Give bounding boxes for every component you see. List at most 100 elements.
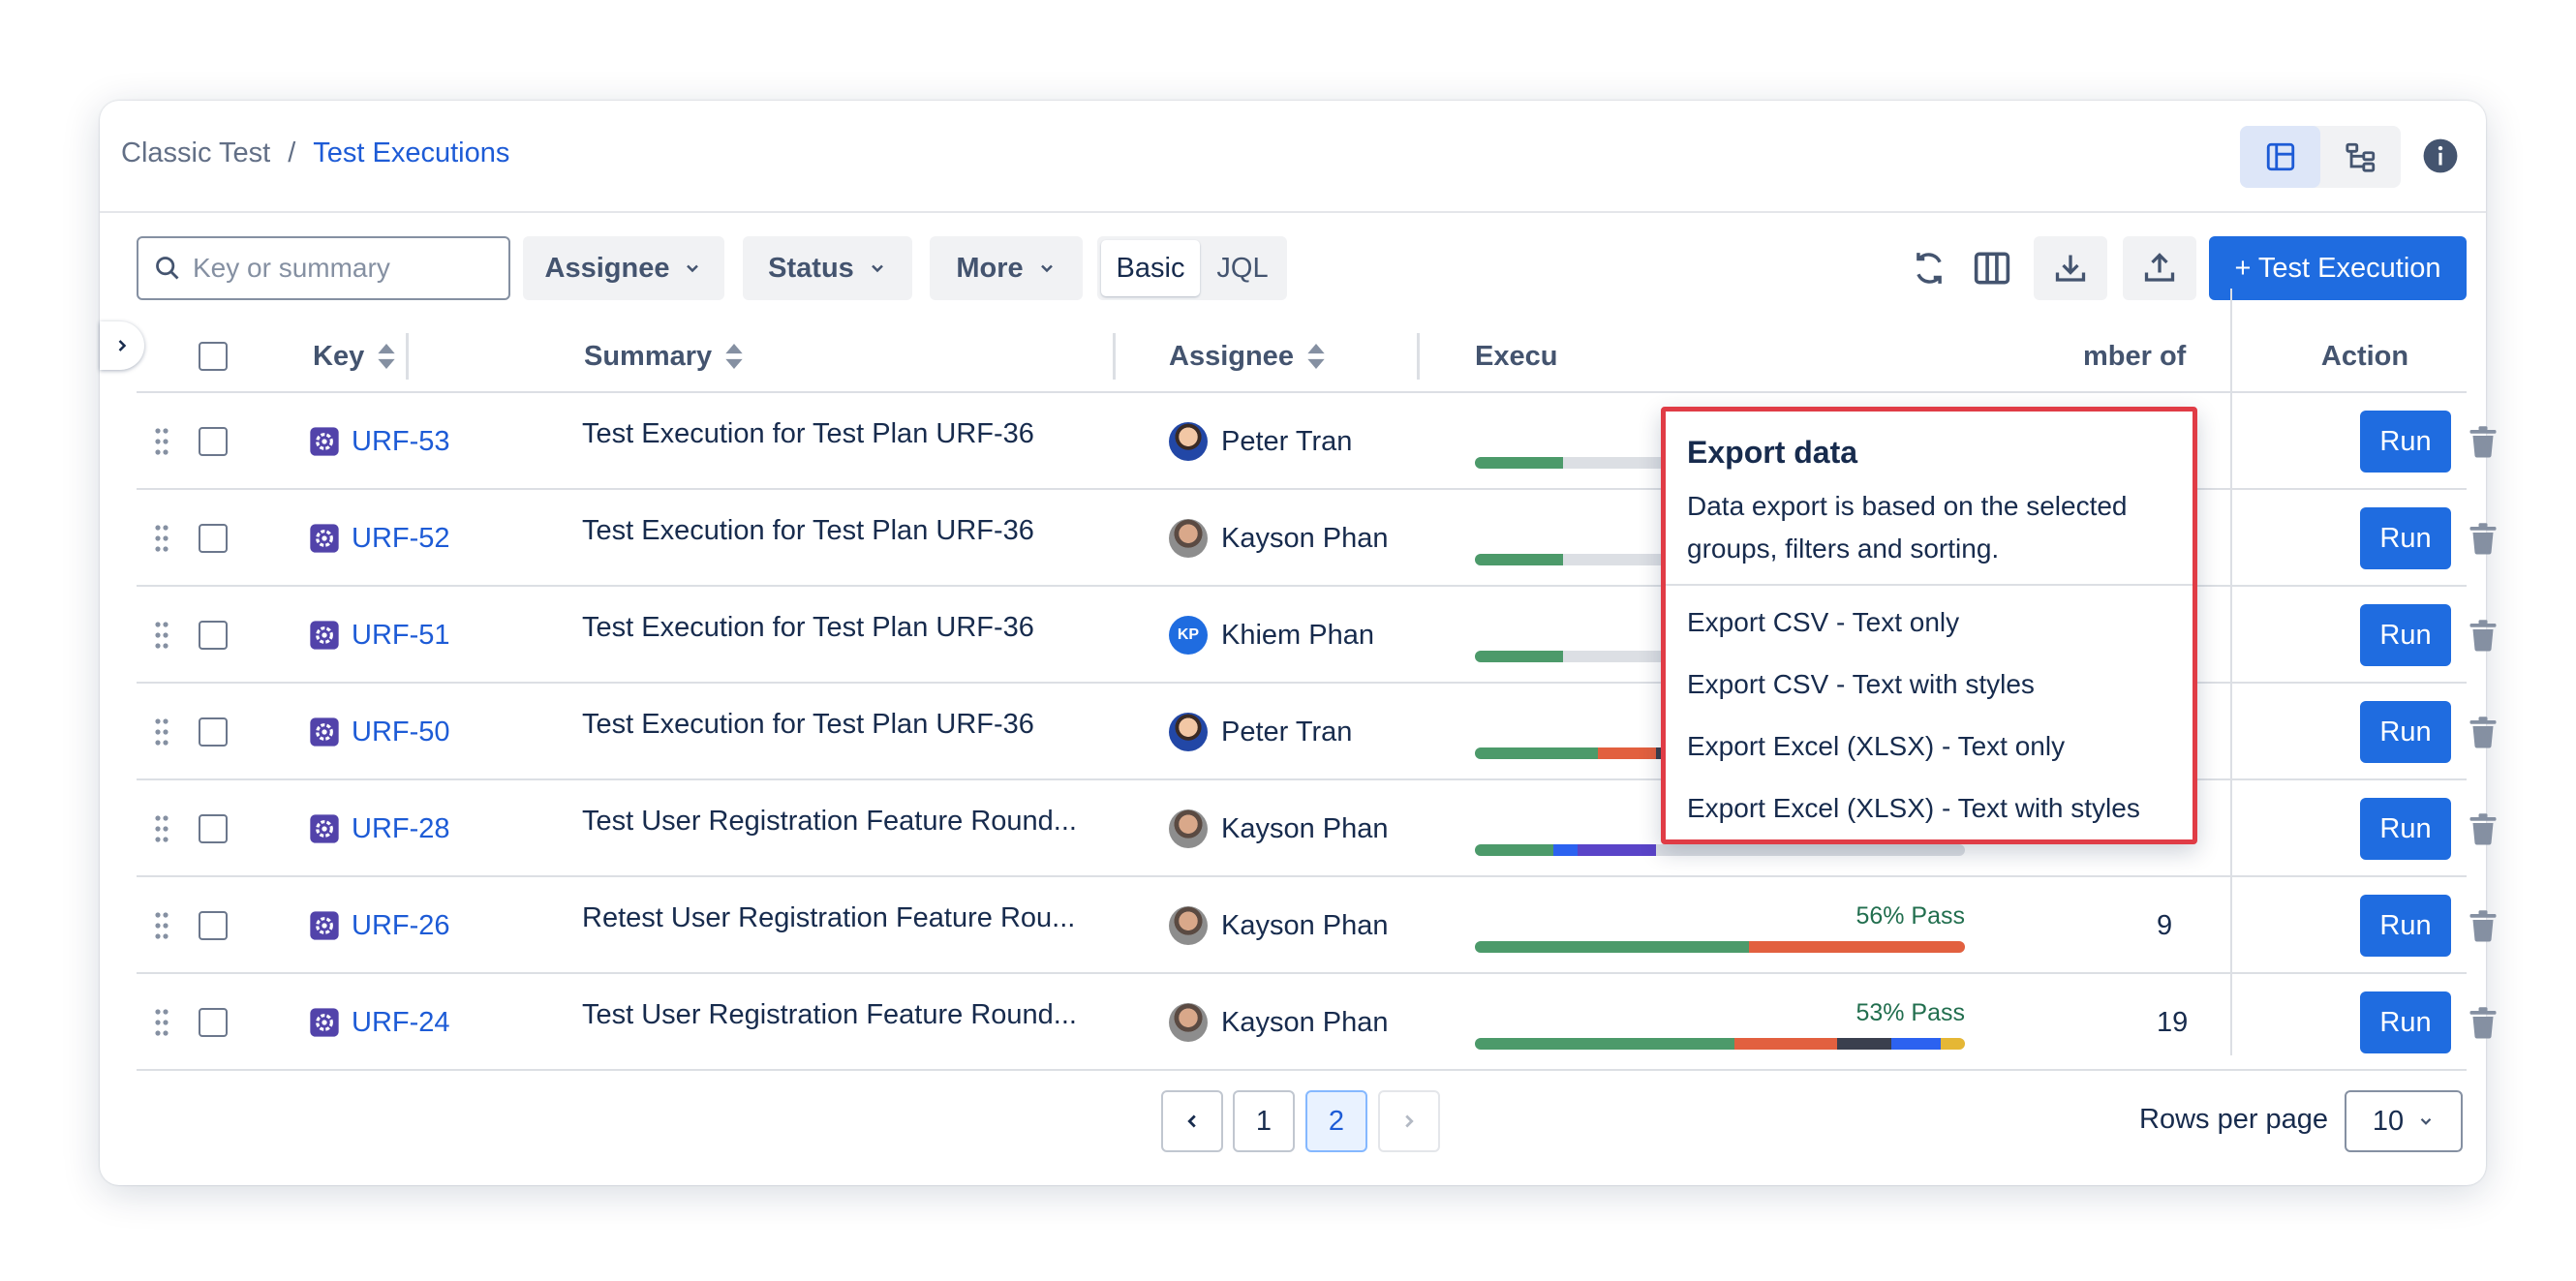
export-csv-text-with-styles[interactable]: Export CSV - Text with styles xyxy=(1687,669,2035,699)
progress-bar xyxy=(1475,941,1965,953)
row-checkbox[interactable] xyxy=(199,524,228,553)
run-button[interactable]: Run xyxy=(2360,411,2451,473)
summary-text[interactable]: Test User Registration Feature Round... xyxy=(582,805,1077,837)
issue-key-link[interactable]: URF-52 xyxy=(309,490,450,587)
drag-handle[interactable] xyxy=(154,684,169,780)
breadcrumb-current[interactable]: Test Executions xyxy=(313,137,510,168)
rows-per-page-select[interactable]: 10 xyxy=(2345,1090,2463,1152)
refresh-button[interactable] xyxy=(1905,236,1953,300)
progress-segment xyxy=(1749,941,1965,953)
export-xlsx-text-only[interactable]: Export Excel (XLSX) - Text only xyxy=(1687,731,2066,761)
assignee-column-header[interactable]: Assignee xyxy=(1169,320,1325,393)
drag-handle-icon xyxy=(155,622,169,649)
table-row[interactable]: URF-28 Test User Registration Feature Rou… xyxy=(137,780,2497,877)
info-icon[interactable] xyxy=(2422,137,2459,174)
table-row[interactable]: URF-52 Test Execution for Test Plan URF-3… xyxy=(137,490,2497,587)
avatar xyxy=(1169,1003,1208,1042)
table-row[interactable]: URF-26 Retest User Registration Feature R… xyxy=(137,877,2497,974)
row-checkbox[interactable] xyxy=(199,427,228,456)
create-test-execution-button[interactable]: + Test Execution xyxy=(2209,236,2467,300)
search-input[interactable] xyxy=(193,253,483,284)
row-checkbox[interactable] xyxy=(199,1008,228,1037)
column-divider[interactable] xyxy=(1113,333,1116,380)
column-divider[interactable] xyxy=(406,333,409,380)
export-xlsx-text-with-styles[interactable]: Export Excel (XLSX) - Text with styles xyxy=(1687,793,2140,823)
basic-mode-button[interactable]: Basic xyxy=(1101,240,1200,296)
summary-column-header[interactable]: Summary xyxy=(584,320,743,393)
summary-text[interactable]: Test Execution for Test Plan URF-36 xyxy=(582,417,1034,449)
trash-icon xyxy=(2469,426,2497,458)
run-button[interactable]: Run xyxy=(2360,604,2451,666)
delete-button[interactable] xyxy=(2469,684,2498,780)
delete-button[interactable] xyxy=(2469,974,2498,1071)
panel-layout-icon xyxy=(2266,142,2294,171)
previous-page-button[interactable] xyxy=(1161,1090,1223,1152)
run-button[interactable]: Run xyxy=(2360,701,2451,763)
number-cell: 19 xyxy=(2157,1006,2189,1038)
execution-column-header[interactable]: Execu xyxy=(1475,320,1557,393)
drag-handle-icon xyxy=(155,912,169,939)
summary-text[interactable]: Test User Registration Feature Round... xyxy=(582,998,1077,1030)
summary-text[interactable]: Test Execution for Test Plan URF-36 xyxy=(582,708,1034,740)
number-cell: 9 xyxy=(2157,909,2173,941)
breadcrumb-root[interactable]: Classic Test xyxy=(121,137,271,168)
run-button[interactable]: Run xyxy=(2360,991,2451,1053)
export-button[interactable] xyxy=(2034,236,2107,300)
summary-text[interactable]: Retest User Registration Feature Rou... xyxy=(582,901,1076,933)
import-button[interactable] xyxy=(2123,236,2196,300)
export-csv-text-only[interactable]: Export CSV - Text only xyxy=(1687,607,1960,637)
summary-text[interactable]: Test Execution for Test Plan URF-36 xyxy=(582,611,1034,643)
issue-key-link[interactable]: URF-53 xyxy=(309,393,450,490)
row-checkbox[interactable] xyxy=(199,814,228,843)
issue-key-link[interactable]: URF-50 xyxy=(309,684,450,780)
jql-mode-button[interactable]: JQL xyxy=(1216,252,1269,284)
panel-view-button[interactable] xyxy=(2240,126,2320,188)
issue-key-link[interactable]: URF-51 xyxy=(309,587,450,684)
page-1-button[interactable]: 1 xyxy=(1233,1090,1295,1152)
run-button[interactable]: Run xyxy=(2360,507,2451,569)
tree-view-button[interactable] xyxy=(2320,126,2401,188)
key-column-header[interactable]: Key xyxy=(313,320,395,393)
summary-text[interactable]: Test Execution for Test Plan URF-36 xyxy=(582,514,1034,546)
delete-button[interactable] xyxy=(2469,780,2498,877)
delete-button[interactable] xyxy=(2469,587,2498,684)
run-button[interactable]: Run xyxy=(2360,895,2451,957)
drag-handle[interactable] xyxy=(154,393,169,490)
issue-key-link[interactable]: URF-28 xyxy=(309,780,450,877)
progress-segment xyxy=(1475,1038,1735,1050)
drag-handle[interactable] xyxy=(154,780,169,877)
progress-segment xyxy=(1837,1038,1892,1050)
assignee-filter-button[interactable]: Assignee xyxy=(523,236,724,300)
drag-handle[interactable] xyxy=(154,587,169,684)
columns-button[interactable] xyxy=(1965,236,2019,300)
sidebar-toggle-button[interactable] xyxy=(100,321,144,370)
search-box[interactable] xyxy=(137,236,510,300)
number-column-header[interactable]: mber of xyxy=(2083,320,2186,393)
issue-key-link[interactable]: URF-24 xyxy=(309,974,450,1071)
status-filter-button[interactable]: Status xyxy=(743,236,912,300)
drag-handle[interactable] xyxy=(154,490,169,587)
run-button[interactable]: Run xyxy=(2360,798,2451,860)
trash-icon xyxy=(2469,813,2497,845)
select-all-checkbox[interactable] xyxy=(199,342,228,371)
page-2-button[interactable]: 2 xyxy=(1305,1090,1367,1152)
issue-key-link[interactable]: URF-26 xyxy=(309,877,450,974)
delete-button[interactable] xyxy=(2469,490,2498,587)
test-execution-type-icon xyxy=(310,1008,339,1037)
column-divider[interactable] xyxy=(1417,333,1420,380)
assignee-name: Peter Tran xyxy=(1221,716,1353,747)
row-checkbox[interactable] xyxy=(199,911,228,940)
delete-button[interactable] xyxy=(2469,877,2498,974)
drag-handle-icon xyxy=(155,428,169,455)
row-checkbox[interactable] xyxy=(199,621,228,650)
more-filter-button[interactable]: More xyxy=(930,236,1083,300)
test-execution-type-icon xyxy=(310,814,339,843)
drag-handle[interactable] xyxy=(154,974,169,1071)
chevron-down-icon xyxy=(687,264,699,273)
table-row[interactable]: URF-24 Test User Registration Feature Rou… xyxy=(137,974,2497,1071)
run-button-cell: Run xyxy=(2360,974,2451,1071)
next-page-button[interactable] xyxy=(1378,1090,1440,1152)
delete-button[interactable] xyxy=(2469,393,2498,490)
drag-handle[interactable] xyxy=(154,877,169,974)
row-checkbox[interactable] xyxy=(199,717,228,747)
